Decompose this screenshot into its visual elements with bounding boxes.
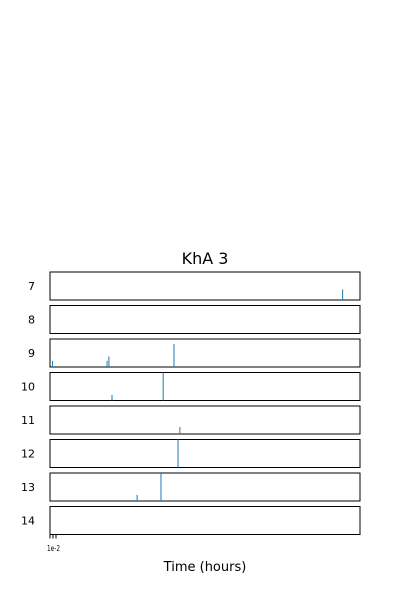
channel-panel-14: 14 [21, 506, 361, 535]
panel-frame [49, 405, 361, 435]
channel-panel-13: 13 [21, 472, 361, 502]
channel-label: 14 [21, 515, 35, 528]
channel-label: 12 [21, 448, 35, 461]
x-tick-label: 1e-2 [47, 544, 60, 553]
panel-frame [49, 472, 361, 502]
channel-label: 8 [28, 314, 35, 327]
channel-label: 7 [28, 280, 35, 293]
channel-label: 10 [21, 381, 35, 394]
panel-frame [49, 372, 361, 401]
x-axis-label: Time (hours) [163, 560, 247, 575]
channel-label: 11 [21, 414, 35, 427]
panel-frame [49, 439, 361, 468]
channel-panel-9: 9 [28, 338, 361, 368]
channel-panel-10: 10 [21, 372, 361, 401]
panel-frame [49, 338, 361, 368]
channel-panel-8: 8 [28, 305, 361, 334]
channel-panel-12: 12 [21, 439, 361, 468]
panel-frame [49, 271, 361, 301]
channel-panel-7: 7 [28, 271, 361, 301]
channel-label: 13 [21, 481, 35, 494]
channel-panel-11: 11 [21, 405, 361, 435]
chart-title: KhA 3 [182, 249, 229, 268]
channel-panels: 7 8 9 10 11 12 13 14 [21, 271, 361, 539]
channel-label: 9 [28, 347, 35, 360]
panel-frame [49, 305, 361, 334]
panel-frame [49, 506, 361, 535]
